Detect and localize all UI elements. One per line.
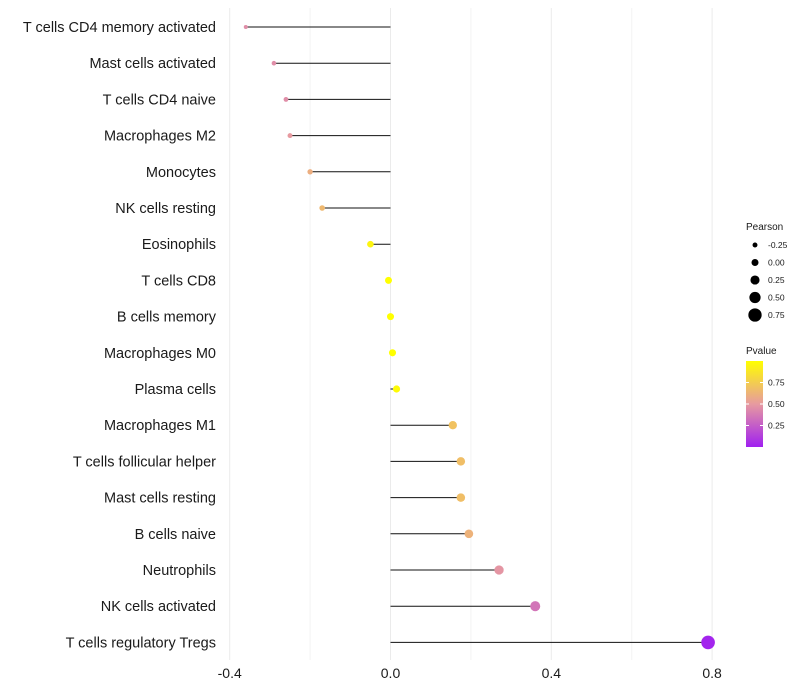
- grid-lines: [229, 8, 713, 660]
- x-tick-label: 0.0: [381, 665, 401, 681]
- size-legend-title: Pearson: [746, 222, 783, 233]
- lollipop-point: [448, 421, 457, 430]
- lollipop-point: [456, 493, 466, 502]
- lollipop-point: [386, 313, 395, 321]
- category-label: NK cells resting: [115, 201, 216, 217]
- size-legend-key: [751, 258, 759, 267]
- x-tick-label: 0.8: [702, 665, 722, 681]
- category-label: T cells regulatory Tregs: [66, 635, 216, 651]
- color-legend-title: Pvalue: [746, 346, 777, 357]
- category-label: Macrophages M0: [104, 346, 216, 362]
- category-label: Macrophages M1: [104, 418, 216, 434]
- category-label: B cells naive: [135, 527, 216, 543]
- size-legend-label: 0.75: [768, 310, 785, 320]
- lollipop-point: [319, 205, 325, 211]
- size-legend-label: -0.25: [768, 240, 788, 250]
- x-tick-label: 0.4: [542, 665, 562, 681]
- category-labels: T cells CD4 memory activated Mast cells a…: [23, 20, 217, 651]
- pvalue-color-legend: Pvalue 0.75 0.50 0.25: [746, 346, 785, 447]
- lollipop-point: [494, 565, 504, 575]
- category-label: T cells follicular helper: [73, 454, 216, 470]
- x-tick-label: -0.4: [218, 665, 242, 681]
- size-legend-key: [752, 242, 758, 248]
- category-label: Mast cells resting: [104, 491, 216, 507]
- category-label: Macrophages M2: [104, 129, 216, 145]
- category-label: Plasma cells: [135, 382, 216, 398]
- category-label: T cells CD4 memory activated: [23, 20, 216, 36]
- lollipop-point: [385, 276, 392, 284]
- lollipop-point: [287, 133, 293, 139]
- lollipop-point: [456, 457, 466, 466]
- lollipop-point: [388, 349, 397, 357]
- x-axis-ticks: -0.4 0.0 0.4 0.8: [218, 665, 722, 681]
- lollipop-point: [392, 385, 401, 393]
- category-label: Monocytes: [146, 165, 216, 181]
- lollipop-point: [464, 529, 474, 539]
- size-legend-label: 0.50: [768, 293, 785, 303]
- category-label: Neutrophils: [143, 563, 216, 579]
- size-legend-key: [748, 308, 762, 322]
- lollipop-point: [271, 60, 277, 66]
- color-legend-label: 0.50: [768, 399, 785, 409]
- size-legend-key: [750, 275, 760, 285]
- size-legend-key: [749, 291, 761, 304]
- pearson-size-legend: Pearson -0.25 0.00 0.25 0.50 0.75: [746, 222, 788, 322]
- size-legend-label: 0.00: [768, 258, 785, 268]
- color-legend-bar: [746, 361, 763, 447]
- lollipop-point: [367, 240, 374, 248]
- lollipop-points: [243, 25, 715, 650]
- color-legend-label: 0.75: [768, 378, 785, 388]
- category-label: T cells CD4 naive: [103, 92, 216, 108]
- category-label: B cells memory: [117, 310, 217, 326]
- lollipop-point: [701, 635, 715, 650]
- lollipop-point: [243, 25, 248, 29]
- lollipop-point: [530, 601, 541, 612]
- lollipop-point: [307, 169, 313, 175]
- color-legend-label: 0.25: [768, 421, 785, 431]
- category-label: T cells CD8: [141, 273, 216, 289]
- category-label: NK cells activated: [101, 599, 216, 615]
- lollipop-point: [283, 96, 289, 102]
- size-legend-label: 0.25: [768, 275, 785, 285]
- category-label: Eosinophils: [142, 237, 216, 253]
- lollipop-stems: [245, 26, 709, 643]
- category-label: Mast cells activated: [89, 56, 216, 72]
